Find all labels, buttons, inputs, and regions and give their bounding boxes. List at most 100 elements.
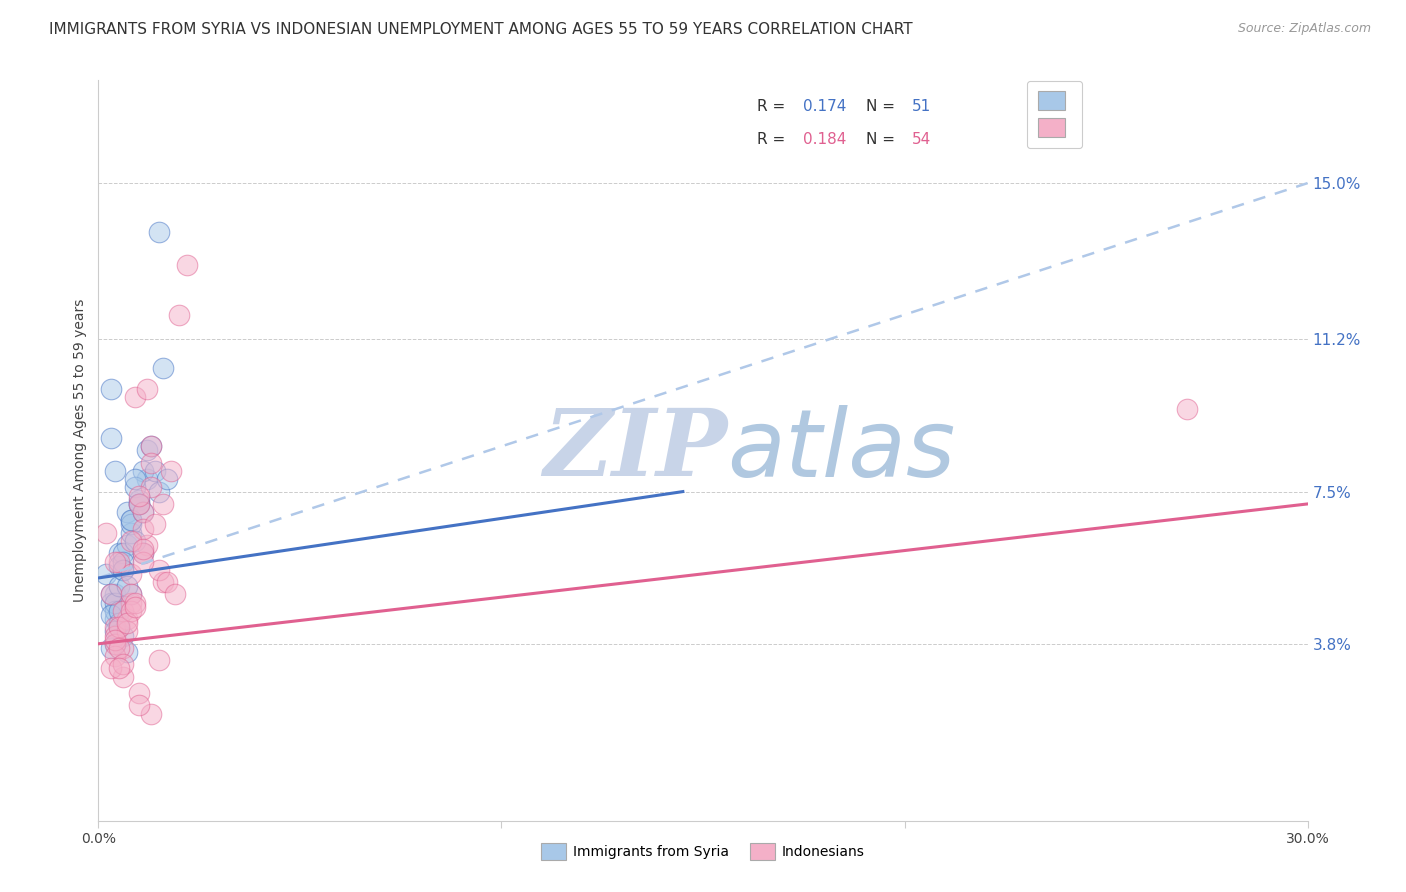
Point [103, 637, 125, 651]
Point [143, 517, 166, 532]
Point [148, 563, 170, 577]
Text: 0.174: 0.174 [803, 99, 846, 113]
Point [120, 513, 142, 527]
Point [128, 497, 150, 511]
Point [128, 497, 150, 511]
Point [103, 649, 125, 664]
Point [128, 497, 150, 511]
Point [124, 481, 146, 495]
Point [103, 596, 125, 610]
Point [115, 579, 138, 593]
Point [132, 546, 155, 560]
Point [135, 472, 157, 486]
Point [96, 566, 118, 581]
Point [128, 686, 150, 700]
Point [103, 632, 125, 647]
Point [156, 472, 179, 486]
Text: R =: R = [758, 132, 790, 147]
Point [103, 620, 125, 634]
Point [107, 558, 129, 573]
Point [107, 620, 129, 634]
Point [132, 554, 155, 569]
Point [115, 538, 138, 552]
Y-axis label: Unemployment Among Ages 55 to 59 years: Unemployment Among Ages 55 to 59 years [73, 299, 87, 602]
Point [103, 604, 125, 618]
Point [120, 517, 142, 532]
Point [139, 456, 162, 470]
Point [107, 661, 129, 675]
Text: 0.184: 0.184 [803, 132, 846, 147]
Point [107, 554, 129, 569]
Point [132, 464, 155, 478]
Point [132, 505, 155, 519]
Point [135, 443, 157, 458]
Point [156, 575, 179, 590]
Point [124, 596, 146, 610]
Point [107, 604, 129, 618]
Point [1175, 402, 1198, 417]
Point [128, 489, 150, 503]
Point [139, 706, 162, 721]
Legend: Immigrants from Syria, Indonesians: Immigrants from Syria, Indonesians [536, 838, 870, 865]
Point [120, 587, 142, 601]
Point [124, 472, 146, 486]
Point [152, 361, 174, 376]
Point [148, 653, 170, 667]
Point [111, 554, 134, 569]
Point [148, 484, 170, 499]
Point [128, 492, 150, 507]
Point [115, 624, 138, 639]
Text: IMMIGRANTS FROM SYRIA VS INDONESIAN UNEMPLOYMENT AMONG AGES 55 TO 59 YEARS CORRE: IMMIGRANTS FROM SYRIA VS INDONESIAN UNEM… [49, 22, 912, 37]
Point [100, 587, 122, 601]
Point [100, 431, 122, 445]
Point [103, 628, 125, 642]
Text: atlas: atlas [727, 405, 956, 496]
Point [120, 604, 142, 618]
Point [111, 604, 134, 618]
Point [103, 637, 125, 651]
Point [132, 542, 155, 557]
Text: 54: 54 [912, 132, 931, 147]
Point [124, 533, 146, 548]
Point [111, 563, 134, 577]
Point [100, 640, 122, 655]
Point [120, 596, 142, 610]
Point [152, 497, 174, 511]
Point [120, 587, 142, 601]
Point [124, 599, 146, 614]
Point [100, 607, 122, 622]
Point [120, 513, 142, 527]
Point [115, 505, 138, 519]
Point [107, 616, 129, 631]
Point [103, 464, 125, 478]
Point [132, 546, 155, 560]
Text: Source: ZipAtlas.com: Source: ZipAtlas.com [1237, 22, 1371, 36]
Point [135, 538, 157, 552]
Point [176, 259, 198, 273]
Point [139, 481, 162, 495]
Point [111, 563, 134, 577]
Point [139, 439, 162, 453]
Point [167, 308, 190, 322]
Point [115, 645, 138, 659]
Point [132, 505, 155, 519]
Text: R =: R = [758, 99, 790, 113]
Point [100, 661, 122, 675]
Point [143, 464, 166, 478]
Point [128, 698, 150, 713]
Point [111, 640, 134, 655]
Point [120, 566, 142, 581]
Point [107, 620, 129, 634]
Point [120, 525, 142, 540]
Point [111, 546, 134, 560]
Point [120, 533, 142, 548]
Point [107, 579, 129, 593]
Point [96, 525, 118, 540]
Point [103, 624, 125, 639]
Text: N =: N = [866, 99, 900, 113]
Text: 51: 51 [912, 99, 931, 113]
Point [115, 616, 138, 631]
Point [132, 522, 155, 536]
Point [139, 439, 162, 453]
Point [135, 382, 157, 396]
